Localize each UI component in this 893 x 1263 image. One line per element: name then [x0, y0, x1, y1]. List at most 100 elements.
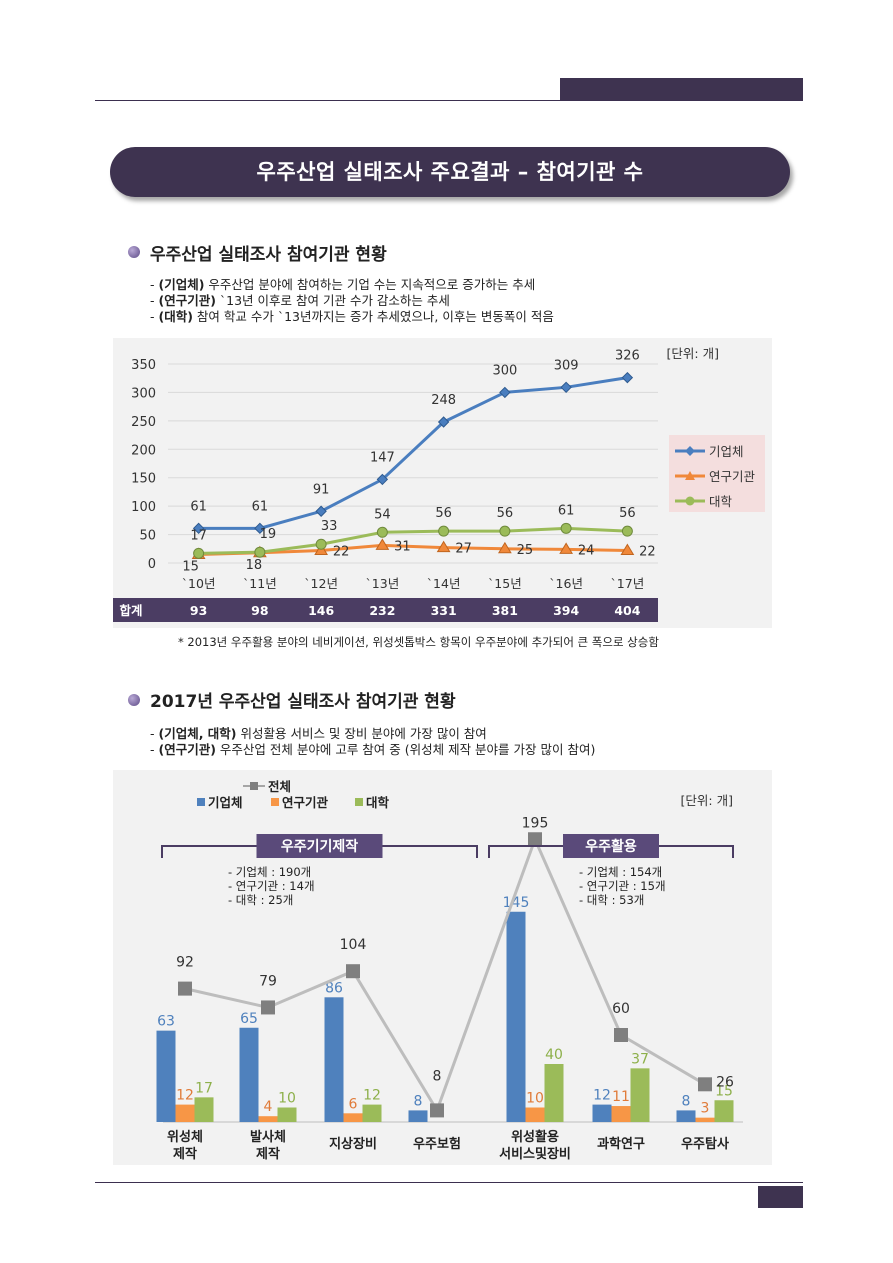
- data-point: [499, 525, 511, 537]
- bar-label: 15: [715, 1083, 733, 1099]
- totals-row: [113, 598, 658, 622]
- bar-label: 86: [325, 980, 343, 996]
- line-chart-panel: 0 50 100 150 200 250 300 350 `10년 `11년 `12년 `13년 `14…: [113, 338, 772, 628]
- section1-line: - (대학) 참여 학교 수가 `13년까지는 증가 추세였으나, 이후는 변동…: [150, 309, 554, 324]
- total-marker: [346, 964, 360, 979]
- legend-swatch: [197, 798, 205, 806]
- group-note: - 연구기관 : 15개: [579, 879, 666, 893]
- bar-label: 10: [278, 1091, 296, 1107]
- total-marker: [261, 1000, 275, 1015]
- data-label: 31: [394, 539, 411, 554]
- data-point: [497, 541, 512, 554]
- bar-label: 8: [414, 1093, 423, 1109]
- data-label: 27: [455, 542, 472, 557]
- bar-label: 12: [176, 1088, 194, 1104]
- total-value: 146: [308, 603, 334, 618]
- legend-marker: [685, 496, 695, 506]
- category-label: 서비스및장비: [499, 1146, 571, 1162]
- data-point: [192, 522, 205, 535]
- data-label: 22: [333, 544, 350, 559]
- data-label: 61: [190, 499, 207, 514]
- group-space-equipment-header: [256, 834, 383, 858]
- y-tick-label: 150: [131, 472, 156, 487]
- data-point: [621, 371, 634, 384]
- data-label: 309: [554, 358, 579, 373]
- x-tick-label: `12년: [304, 576, 338, 591]
- category-label: 제작: [173, 1146, 197, 1162]
- group-space-application-header: [563, 834, 659, 858]
- category-label: 제작: [256, 1146, 280, 1162]
- bar-기업체: [676, 1110, 696, 1122]
- section1-title: 우주산업 실태조사 참여기관 현황: [150, 245, 387, 265]
- section2-title: 2017년 우주산업 실태조사 참여기관 현황: [150, 692, 456, 712]
- legend-label: 대학: [366, 795, 390, 810]
- bar-대학: [544, 1064, 564, 1122]
- bar-기업체: [592, 1104, 612, 1122]
- bar-대학: [277, 1107, 297, 1122]
- data-point: [254, 546, 266, 558]
- total-marker: [178, 981, 192, 996]
- group-space-application-label: 우주활용: [585, 838, 637, 855]
- bar-연구기관: [343, 1113, 363, 1122]
- legend-label: 대학: [709, 494, 733, 509]
- y-tick-label: 200: [131, 443, 156, 458]
- section1-line: - (연구기관) `13년 이후로 참여 기관 수가 감소하는 추세: [150, 293, 450, 308]
- x-tick-label: `11년: [243, 576, 277, 591]
- data-label: 147: [370, 450, 395, 465]
- footer-rule: [95, 1182, 803, 1183]
- data-label: 248: [431, 393, 456, 408]
- participation-trend-chart: 0 50 100 150 200 250 300 350 `10년 `11년 `12년 `13년 `14…: [113, 346, 765, 622]
- legend-swatch: [355, 798, 363, 806]
- bar-label: 4: [264, 1099, 273, 1115]
- section1-description: - (기업체) 우주산업 분야에 참여하는 기업 수는 지속적으로 증가하는 추…: [150, 277, 554, 325]
- category-label: 우주보험: [413, 1136, 461, 1152]
- legend-marker: [685, 471, 695, 480]
- bar-연구기관: [525, 1107, 545, 1122]
- footer-bar: [758, 1186, 803, 1208]
- data-label: 56: [619, 506, 636, 521]
- bar-대학: [362, 1104, 382, 1122]
- data-point: [560, 522, 572, 534]
- category-label: 위성체: [167, 1130, 203, 1145]
- bar-기업체: [239, 1027, 259, 1122]
- section-bullet-icon: [128, 694, 140, 706]
- data-point: [315, 505, 327, 517]
- bar-연구기관: [695, 1117, 715, 1122]
- bar-label: 3: [701, 1101, 710, 1117]
- total-label: 79: [259, 973, 277, 989]
- data-point: [315, 538, 327, 550]
- data-label: 19: [260, 527, 277, 542]
- total-value: 381: [492, 603, 518, 618]
- y-tick-label: 250: [131, 415, 156, 430]
- data-label: 33: [321, 519, 338, 534]
- legend-marker: [250, 782, 258, 790]
- bar-연구기관: [611, 1106, 631, 1122]
- total-value: 394: [553, 603, 579, 618]
- group-note: - 기업체 : 190개: [228, 865, 311, 879]
- data-label: 300: [492, 363, 517, 378]
- section2-description: - (기업체, 대학) 위성활용 서비스 및 장비 분야에 가장 많이 참여 -…: [150, 726, 595, 758]
- bar-label: 11: [612, 1089, 630, 1105]
- category-label: 우주탐사: [681, 1136, 729, 1152]
- group-note: - 대학 : 25개: [228, 893, 293, 907]
- total-value: 404: [614, 603, 640, 618]
- data-label: 54: [374, 507, 391, 522]
- bar-label: 12: [363, 1088, 381, 1104]
- total-value: 331: [431, 603, 457, 618]
- bar-대학: [714, 1100, 734, 1122]
- total-label: 92: [176, 955, 194, 971]
- data-label: 326: [615, 349, 640, 364]
- total-marker: [430, 1103, 444, 1118]
- bar-label: 10: [526, 1091, 544, 1107]
- totals-header: 합계: [119, 603, 142, 618]
- bar-label: 37: [631, 1051, 649, 1067]
- legend-label: 기업체: [208, 795, 243, 810]
- total-marker: [614, 1028, 628, 1042]
- bar-대학: [630, 1068, 650, 1122]
- data-point: [559, 542, 574, 554]
- data-label: 56: [497, 506, 514, 521]
- data-label: 56: [435, 506, 452, 521]
- data-point: [436, 540, 451, 553]
- section1-line: - (기업체) 우주산업 분야에 참여하는 기업 수는 지속적으로 증가하는 추…: [150, 277, 536, 292]
- data-label: 24: [578, 543, 595, 558]
